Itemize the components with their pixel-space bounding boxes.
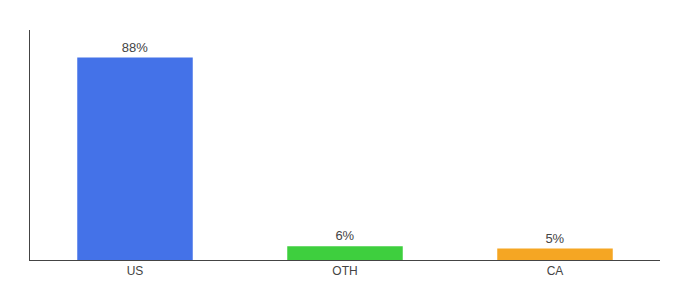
svg-text:5%: 5% bbox=[545, 231, 564, 246]
svg-text:6%: 6% bbox=[335, 228, 354, 243]
svg-text:88%: 88% bbox=[122, 40, 148, 55]
svg-text:CA: CA bbox=[547, 264, 564, 278]
svg-text:OTH: OTH bbox=[332, 264, 357, 278]
svg-text:US: US bbox=[127, 264, 144, 278]
